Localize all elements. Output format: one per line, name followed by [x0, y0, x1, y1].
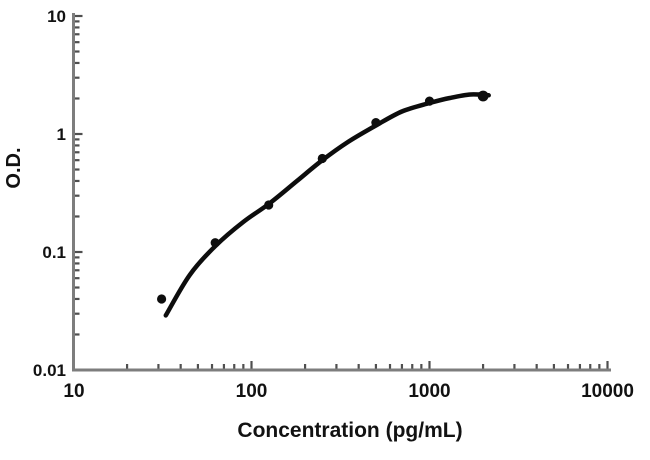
data-point [210, 238, 220, 248]
y-tick-label-1: 1 [57, 125, 66, 144]
data-point [264, 200, 274, 210]
data-point [371, 118, 381, 128]
fit-curve [163, 92, 491, 318]
data-point [424, 96, 435, 106]
x-tick-label-10000: 10000 [581, 381, 634, 402]
x-tick-label-1000: 1000 [408, 381, 450, 402]
y-axis-title: O.D. [3, 147, 25, 188]
x-axis-title: Concentration (pg/mL) [237, 419, 462, 442]
y-tick-label-0.1: 0.1 [42, 243, 66, 262]
data-point [477, 90, 489, 102]
plot-layer [72, 13, 611, 372]
data-point [317, 153, 327, 164]
data-point [157, 294, 167, 304]
y-tick-label-10: 10 [47, 7, 66, 26]
x-tick-label-10: 10 [63, 381, 84, 402]
x-tick-label-100: 100 [236, 381, 268, 402]
y-tick-label-0.01: 0.01 [33, 361, 66, 380]
